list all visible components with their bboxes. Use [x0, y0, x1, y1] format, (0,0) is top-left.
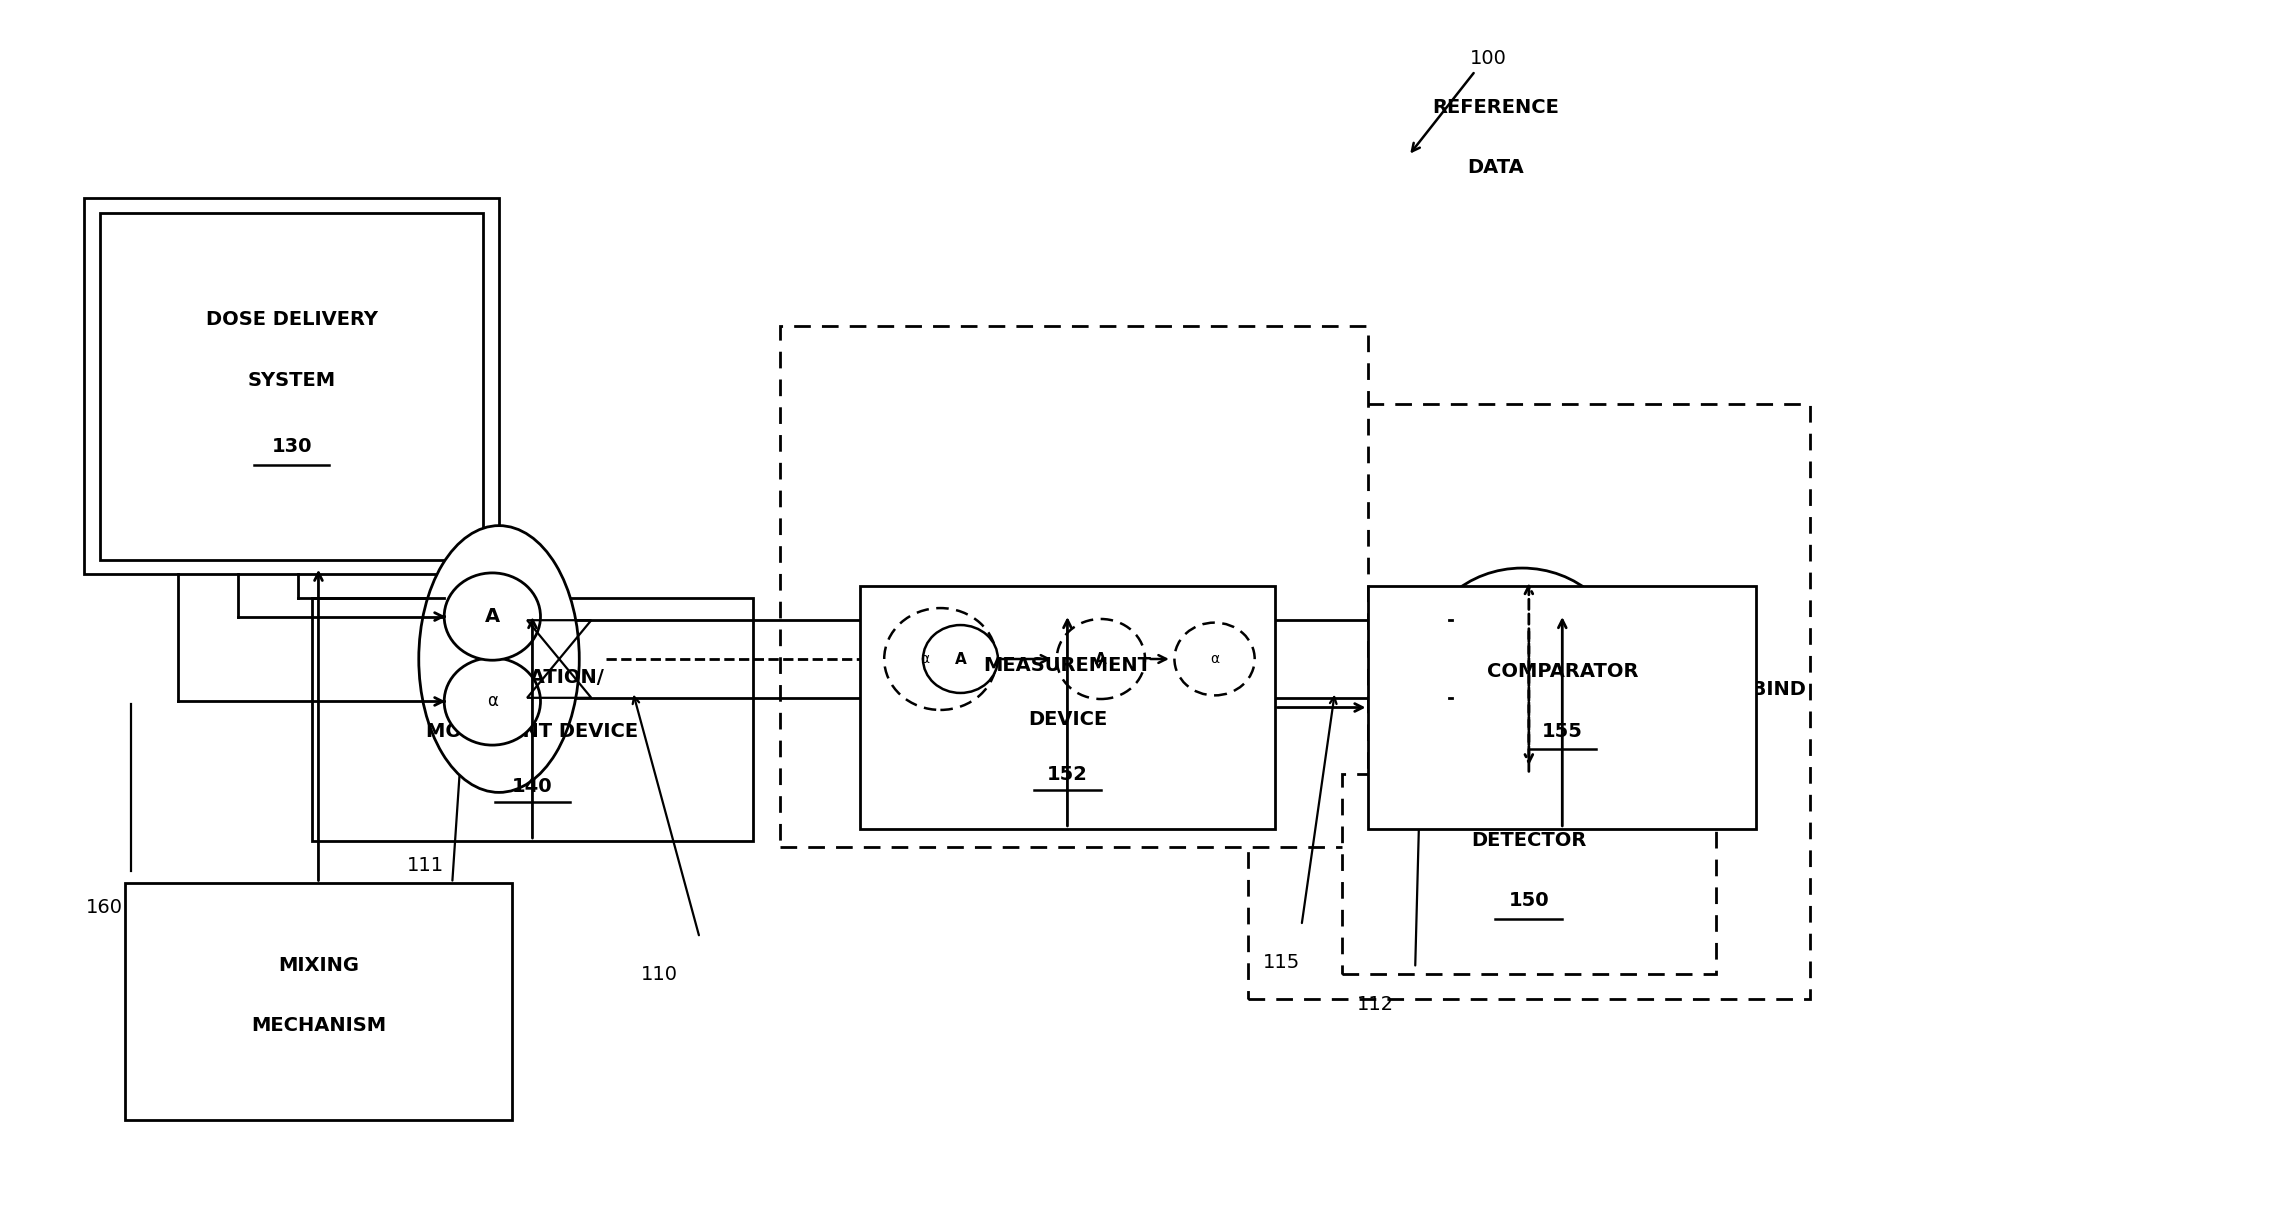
Circle shape [1175, 623, 1255, 696]
Bar [1342, 774, 1716, 974]
Text: MEASUREMENT: MEASUREMENT [984, 656, 1152, 674]
Text: α: α [486, 692, 497, 711]
Text: A: A [484, 607, 500, 626]
Text: COMPARATOR: COMPARATOR [1486, 662, 1638, 680]
Text: MECHANISM: MECHANISM [251, 1016, 386, 1035]
Text: DATA: DATA [1467, 159, 1524, 177]
Text: 110: 110 [641, 965, 678, 984]
Text: DOSE DELIVERY: DOSE DELIVERY [205, 310, 379, 328]
Text: 152: 152 [1047, 764, 1089, 784]
Bar [84, 198, 500, 574]
Text: DEVICE: DEVICE [1027, 711, 1107, 729]
Text: DETECTOR: DETECTOR [1472, 830, 1586, 850]
Text: A: A [1095, 652, 1107, 667]
Ellipse shape [420, 525, 580, 792]
Text: 150: 150 [1508, 891, 1549, 911]
Bar [1248, 404, 1810, 999]
Circle shape [922, 625, 997, 694]
Text: SEPARATION/: SEPARATION/ [461, 668, 605, 686]
Text: α: α [1209, 652, 1219, 665]
Circle shape [445, 658, 541, 745]
Circle shape [1422, 568, 1623, 750]
Bar [126, 883, 513, 1120]
Text: 160: 160 [87, 899, 123, 917]
Text: 115: 115 [1262, 952, 1301, 972]
Text: 155: 155 [1543, 723, 1584, 741]
Text: SYSTEM: SYSTEM [249, 371, 335, 389]
Text: α: α [920, 652, 929, 665]
Text: 130: 130 [272, 437, 313, 457]
Text: REFERENCE: REFERENCE [1433, 98, 1559, 117]
Text: BIND/NO-BIND: BIND/NO-BIND [1650, 680, 1805, 698]
Bar [860, 586, 1276, 829]
Circle shape [883, 608, 997, 709]
Text: 112: 112 [1356, 995, 1394, 1015]
Text: MIXING: MIXING [278, 956, 358, 974]
Bar [780, 326, 1369, 847]
Text: A: A [954, 652, 965, 667]
Text: MOVEMENT DEVICE: MOVEMENT DEVICE [427, 723, 639, 741]
Circle shape [1057, 619, 1146, 700]
Bar [313, 598, 753, 841]
Bar [100, 212, 484, 559]
Text: 100: 100 [1470, 49, 1506, 68]
Circle shape [445, 573, 541, 661]
Text: 140: 140 [511, 777, 552, 796]
Bar [1369, 586, 1757, 829]
Text: 111: 111 [406, 856, 445, 874]
